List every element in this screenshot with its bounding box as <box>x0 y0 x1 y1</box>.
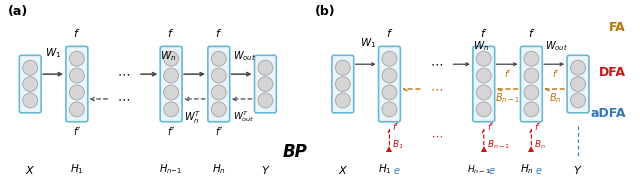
Text: $\mathit{W_n^T}$: $\mathit{W_n^T}$ <box>184 109 202 126</box>
Text: $f'$: $f'$ <box>167 125 175 137</box>
Circle shape <box>164 85 179 100</box>
FancyBboxPatch shape <box>520 46 542 122</box>
FancyBboxPatch shape <box>332 55 354 113</box>
Circle shape <box>258 93 273 108</box>
Text: $\mathit{W_1}$: $\mathit{W_1}$ <box>360 37 376 50</box>
Text: $Y$: $Y$ <box>260 164 270 176</box>
Circle shape <box>211 51 226 66</box>
Text: $f'$: $f'$ <box>552 68 559 79</box>
Text: $Y$: $Y$ <box>573 164 583 176</box>
Text: $H_{n-1}$: $H_{n-1}$ <box>467 164 491 176</box>
Text: $\cdots$: $\cdots$ <box>430 58 443 71</box>
Text: $e$: $e$ <box>534 166 542 176</box>
Text: $B_1$: $B_1$ <box>392 139 404 151</box>
Circle shape <box>164 102 179 117</box>
Circle shape <box>382 51 397 66</box>
Circle shape <box>524 68 539 83</box>
Text: $f'$: $f'$ <box>73 125 81 137</box>
Text: $\cdots$: $\cdots$ <box>118 68 131 81</box>
Text: (b): (b) <box>315 5 335 18</box>
Circle shape <box>69 68 84 83</box>
Text: $e$: $e$ <box>488 166 495 176</box>
Text: $H_n$: $H_n$ <box>212 163 226 176</box>
Text: $\mathit{W_{out}}$: $\mathit{W_{out}}$ <box>545 39 568 53</box>
Circle shape <box>476 102 491 117</box>
Circle shape <box>571 60 586 75</box>
Text: aDFA: aDFA <box>590 107 626 120</box>
Text: $B_n$: $B_n$ <box>534 139 546 151</box>
Text: $X$: $X$ <box>25 164 35 176</box>
Text: $\mathit{W_1}$: $\mathit{W_1}$ <box>45 46 61 60</box>
FancyBboxPatch shape <box>66 46 88 122</box>
Circle shape <box>524 85 539 100</box>
Circle shape <box>382 68 397 83</box>
Text: $f'$: $f'$ <box>392 121 400 132</box>
Text: $B_n$: $B_n$ <box>549 91 562 105</box>
Circle shape <box>335 93 350 108</box>
Circle shape <box>524 102 539 117</box>
Text: $X$: $X$ <box>338 164 348 176</box>
Text: $f$: $f$ <box>73 27 81 39</box>
Text: $B_{n-1}$: $B_{n-1}$ <box>486 139 510 151</box>
Circle shape <box>258 60 273 75</box>
Circle shape <box>211 85 226 100</box>
Text: DFA: DFA <box>598 66 626 79</box>
Text: $H_n$: $H_n$ <box>520 163 534 176</box>
Circle shape <box>571 77 586 92</box>
Text: BP: BP <box>283 143 308 161</box>
Circle shape <box>211 68 226 83</box>
Text: (a): (a) <box>8 5 28 18</box>
Circle shape <box>211 102 226 117</box>
Text: $f'$: $f'$ <box>504 68 511 79</box>
Circle shape <box>382 85 397 100</box>
Text: $H_{n\!-\!1}$: $H_{n\!-\!1}$ <box>159 163 183 176</box>
Text: $\cdots$: $\cdots$ <box>118 92 131 105</box>
Circle shape <box>23 77 38 92</box>
Circle shape <box>476 51 491 66</box>
Text: $\cdots$: $\cdots$ <box>431 131 442 141</box>
FancyBboxPatch shape <box>567 55 589 113</box>
Circle shape <box>164 68 179 83</box>
Circle shape <box>258 77 273 92</box>
Text: $f$: $f$ <box>528 27 535 39</box>
Text: $\cdots$: $\cdots$ <box>430 82 443 96</box>
FancyBboxPatch shape <box>208 46 230 122</box>
Text: $\mathit{W_{out}^T}$: $\mathit{W_{out}^T}$ <box>234 109 255 124</box>
Circle shape <box>69 85 84 100</box>
Text: $e$: $e$ <box>392 166 400 176</box>
Circle shape <box>23 93 38 108</box>
Text: $B_{n-1}$: $B_{n-1}$ <box>495 91 520 105</box>
Circle shape <box>382 102 397 117</box>
FancyBboxPatch shape <box>378 46 401 122</box>
Text: $f$: $f$ <box>480 27 488 39</box>
FancyBboxPatch shape <box>473 46 495 122</box>
Circle shape <box>69 51 84 66</box>
Circle shape <box>23 60 38 75</box>
Circle shape <box>524 51 539 66</box>
Text: $f$: $f$ <box>386 27 393 39</box>
FancyBboxPatch shape <box>255 55 276 113</box>
Text: $f$: $f$ <box>168 27 175 39</box>
Circle shape <box>335 77 350 92</box>
FancyBboxPatch shape <box>160 46 182 122</box>
Text: $H_1$: $H_1$ <box>70 163 84 176</box>
Text: $H_1$: $H_1$ <box>378 163 392 176</box>
Text: $f'$: $f'$ <box>534 121 542 132</box>
Circle shape <box>476 68 491 83</box>
Text: $\mathit{W_n}$: $\mathit{W_n}$ <box>472 39 489 53</box>
Text: $f'$: $f'$ <box>215 125 223 137</box>
Text: $\mathit{W_n}$: $\mathit{W_n}$ <box>160 50 177 63</box>
Circle shape <box>164 51 179 66</box>
Circle shape <box>476 85 491 100</box>
Circle shape <box>69 102 84 117</box>
Text: $f'$: $f'$ <box>486 121 494 132</box>
Text: $f$: $f$ <box>215 27 223 39</box>
Circle shape <box>335 60 350 75</box>
Text: $\mathit{W_{out}}$: $\mathit{W_{out}}$ <box>232 50 255 63</box>
Text: FA: FA <box>609 21 626 34</box>
FancyBboxPatch shape <box>19 55 41 113</box>
Circle shape <box>571 93 586 108</box>
